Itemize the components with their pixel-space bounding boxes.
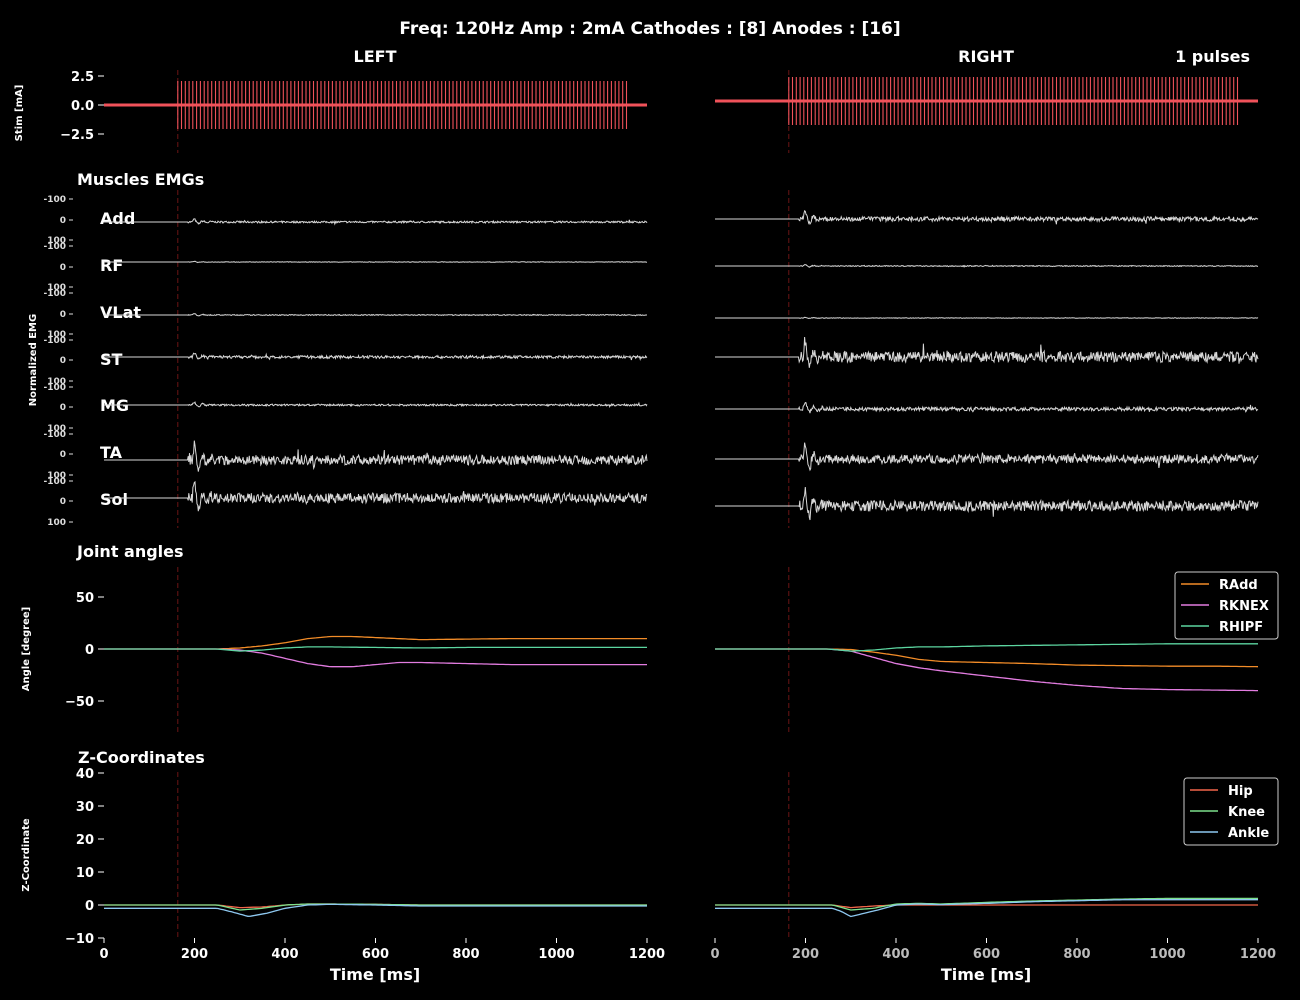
emg-ytick-label: 100 xyxy=(47,518,66,528)
emg-trace-add xyxy=(104,218,648,226)
emg-ylabel: Normalized EMG xyxy=(28,314,39,406)
right-column-title: RIGHT xyxy=(958,47,1014,66)
z-xtick-label: 1200 xyxy=(1240,947,1276,962)
angles-ytick-label: −50 xyxy=(65,695,94,710)
z-xtick-label: 800 xyxy=(452,947,479,962)
emg-ytick-label: 100 xyxy=(47,424,66,434)
z-xtick-label: 400 xyxy=(882,947,909,962)
z-line-ankle xyxy=(715,899,1258,918)
emg-ytick-label: -100 xyxy=(43,195,66,205)
angles-legend-label: RKNEX xyxy=(1219,599,1269,614)
emg-trace-mg xyxy=(715,402,1259,414)
pulses-label: 1 pulses xyxy=(1175,47,1250,66)
stim-pulse-train xyxy=(177,81,628,129)
z-xtick-label: 200 xyxy=(792,947,819,962)
emg-ytick-label: 0 xyxy=(60,263,66,273)
angles-legend-label: RHIPF xyxy=(1219,620,1263,635)
angles-legend-box xyxy=(1174,571,1279,640)
stim-ytick-label: 2.5 xyxy=(71,70,94,85)
z-legend-box xyxy=(1183,777,1279,846)
emg-muscle-label: ST xyxy=(100,350,123,369)
z-ytick-label: 30 xyxy=(76,800,94,815)
emg-trace-ta xyxy=(715,442,1259,472)
emg-muscle-label: TA xyxy=(100,443,123,462)
stim-pulse-train xyxy=(788,77,1239,125)
stim-ytick-label: −2.5 xyxy=(60,128,94,143)
emg-ytick-label: 0 xyxy=(60,497,66,507)
emg-ytick-label: -100 xyxy=(43,242,66,252)
emg-trace-vlat xyxy=(104,313,647,317)
z-ytick-label: 20 xyxy=(76,833,94,848)
emg-trace-st xyxy=(104,352,648,362)
emg-trace-ta xyxy=(104,440,648,472)
angles-ytick-label: 50 xyxy=(76,591,94,606)
angles-section-title: Joint angles xyxy=(76,542,184,561)
emg-ytick-label: 0 xyxy=(60,216,66,226)
emg-ytick-label: 0 xyxy=(60,356,66,366)
emg-ytick-label: -100 xyxy=(43,477,66,487)
emg-ytick-label: 0 xyxy=(60,403,66,413)
right-xlabel: Time [ms] xyxy=(941,965,1031,984)
stim-ylabel: Stim [mA] xyxy=(14,85,25,142)
z-xtick-label: 400 xyxy=(271,947,298,962)
emg-section-title: Muscles EMGs xyxy=(77,170,204,189)
z-legend-label: Ankle xyxy=(1228,826,1269,841)
emg-ytick-label: -100 xyxy=(43,336,66,346)
angles-ylabel: Angle [degree] xyxy=(21,607,32,691)
emg-trace-add xyxy=(715,209,1259,226)
emg-trace-sol xyxy=(715,486,1259,521)
z-legend-label: Knee xyxy=(1228,805,1265,820)
z-ytick-label: 10 xyxy=(76,866,94,881)
emg-trace-st xyxy=(715,336,1259,368)
emg-ytick-label: -100 xyxy=(43,430,66,440)
stim-ytick-label: 0.0 xyxy=(71,99,94,114)
z-ytick-label: −10 xyxy=(65,932,94,947)
z-xtick-label: 600 xyxy=(362,947,389,962)
emg-trace-sol xyxy=(104,480,648,512)
emg-ytick-label: 0 xyxy=(60,310,66,320)
z-section-title: Z-Coordinates xyxy=(78,748,205,767)
z-xtick-label: 1000 xyxy=(1149,947,1185,962)
z-xtick-label: 1200 xyxy=(629,947,665,962)
emg-muscle-label: VLat xyxy=(100,303,141,322)
z-xtick-label: 0 xyxy=(99,947,108,962)
emg-muscle-label: Add xyxy=(100,209,135,228)
z-line-knee xyxy=(715,897,1258,911)
emg-muscle-label: Sol xyxy=(100,490,128,509)
emg-ytick-label: 100 xyxy=(47,283,66,293)
angles-ytick-label: 0 xyxy=(85,643,94,658)
angle-line-rhipf xyxy=(104,646,647,652)
z-xtick-label: 0 xyxy=(710,947,719,962)
angle-line-rhipf xyxy=(715,643,1258,652)
z-xtick-label: 800 xyxy=(1063,947,1090,962)
z-legend-label: Hip xyxy=(1228,784,1253,799)
angles-legend-label: RAdd xyxy=(1219,578,1258,593)
z-xtick-label: 1000 xyxy=(538,947,574,962)
left-xlabel: Time [ms] xyxy=(330,965,420,984)
emg-trace-rf xyxy=(104,260,648,264)
emg-ytick-label: -100 xyxy=(43,289,66,299)
emg-ytick-label: 100 xyxy=(47,377,66,387)
z-ytick-label: 40 xyxy=(76,767,94,782)
emg-muscle-label: RF xyxy=(100,256,123,275)
z-line-knee xyxy=(104,903,647,911)
z-xtick-label: 200 xyxy=(181,947,208,962)
emg-ytick-label: 100 xyxy=(47,236,66,246)
emg-ytick-label: 0 xyxy=(60,450,66,460)
z-ylabel: Z-Coordinate xyxy=(21,818,32,891)
plot-layer: 2.50.0−2.5-1000100-1000100-1000100-10001… xyxy=(43,70,1279,962)
emg-trace-vlat xyxy=(715,316,1259,320)
emg-ytick-label: 100 xyxy=(47,471,66,481)
z-line-ankle xyxy=(104,903,647,917)
z-ytick-label: 0 xyxy=(85,899,94,914)
emg-trace-mg xyxy=(104,401,648,409)
z-xtick-label: 600 xyxy=(973,947,1000,962)
left-column-title: LEFT xyxy=(354,47,397,66)
emg-ytick-label: -100 xyxy=(43,383,66,393)
figure-title: Freq: 120Hz Amp : 2mA Cathodes : [8] Ano… xyxy=(399,19,900,39)
emg-ytick-label: 100 xyxy=(47,330,66,340)
emg-trace-rf xyxy=(715,264,1259,268)
